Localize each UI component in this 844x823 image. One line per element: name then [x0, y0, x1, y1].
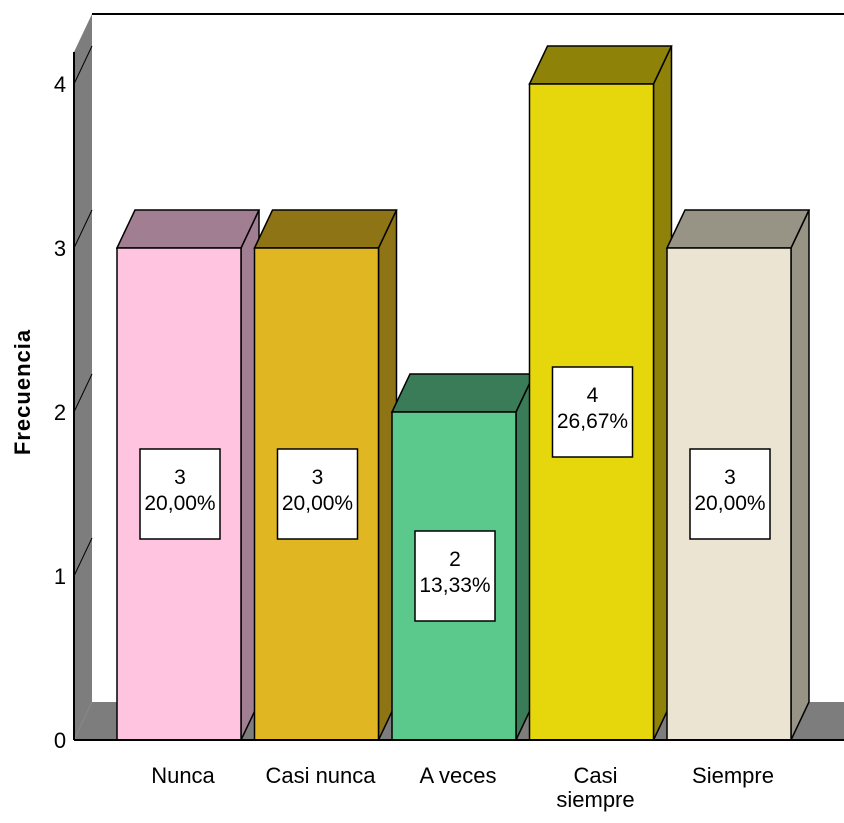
y-gridline: [73, 373, 93, 413]
y-tick-label: 4: [54, 72, 66, 97]
x-tick-label: Nunca: [151, 763, 215, 788]
data-label-count: 3: [174, 466, 186, 489]
data-label-box: [551, 366, 634, 458]
y-tick-label: 2: [54, 400, 66, 425]
data-label-count: 2: [449, 548, 461, 571]
data-label-count: 3: [724, 466, 736, 489]
x-tick-label: Casi nunca: [265, 763, 376, 788]
bar-top: [253, 209, 398, 249]
data-label-box: [139, 448, 221, 540]
bar-top: [665, 209, 811, 249]
bar-top: [115, 209, 261, 249]
data-label-count: 3: [312, 466, 324, 489]
y-axis-label: Frecuencia: [10, 329, 35, 455]
data-label: 3 20,00%: [276, 448, 359, 540]
y-gridline: [73, 209, 93, 249]
bar-side: [790, 209, 810, 741]
y-gridline: [73, 45, 93, 85]
x-tick-label: A veces: [419, 763, 496, 788]
data-label: 3 20,00%: [139, 448, 221, 540]
data-label: 2 13,33%: [414, 530, 496, 622]
data-label: 4 26,67%: [551, 366, 634, 458]
data-label-count: 4: [587, 384, 599, 407]
bar-top: [528, 45, 673, 85]
back-wall-side: [74, 14, 92, 740]
y-gridline: [73, 537, 93, 577]
x-tick-label: siempre: [556, 787, 634, 812]
x-tick-label: Casi: [573, 763, 617, 788]
data-label-box: [689, 448, 771, 540]
data-label-percent: 26,67%: [557, 410, 628, 433]
bar-top: [390, 373, 536, 413]
data-label-percent: 20,00%: [694, 492, 765, 515]
y-tick-label: 1: [54, 564, 66, 589]
data-label-percent: 13,33%: [419, 574, 490, 597]
y-tick-label: 3: [54, 236, 66, 261]
data-label-percent: 20,00%: [144, 492, 215, 515]
data-label-box: [276, 448, 359, 540]
data-label: 3 20,00%: [689, 448, 771, 540]
x-tick-label: Siempre: [692, 763, 774, 788]
data-label-box: [414, 530, 496, 622]
data-label-percent: 20,00%: [282, 492, 353, 515]
y-tick-label: 0: [54, 728, 66, 753]
